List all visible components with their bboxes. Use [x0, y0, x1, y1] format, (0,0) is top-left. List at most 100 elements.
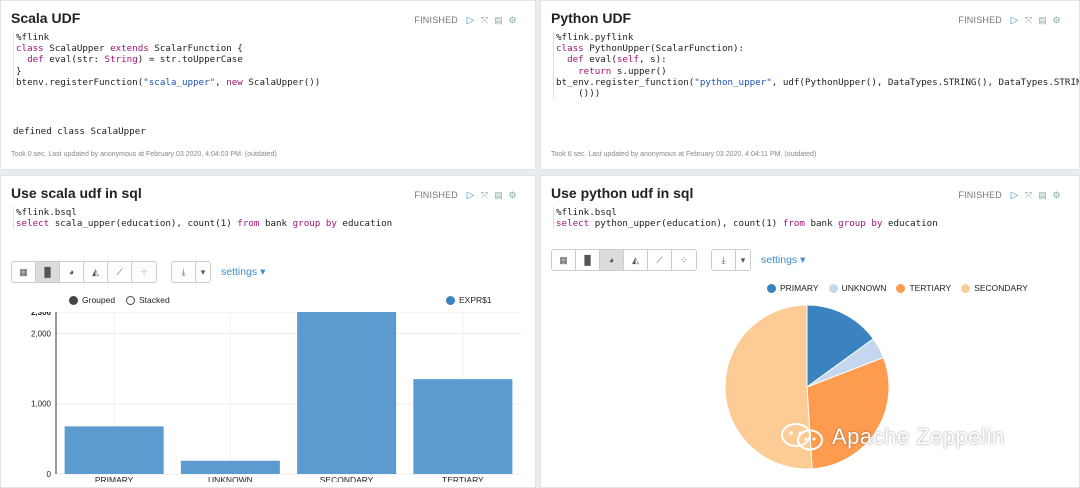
pie-legend-item[interactable]: UNKNOWN	[828, 283, 887, 293]
code-editor[interactable]: %flink.bsql select scala_upper(education)…	[13, 207, 523, 230]
legend-label: SECONDARY	[974, 283, 1028, 293]
pie-legend-item[interactable]: TERTIARY	[896, 283, 951, 293]
pie-chart-icon: ◕	[68, 267, 75, 277]
code-line: def eval(self, s):	[567, 54, 667, 66]
expand-icon[interactable]: ⤧	[480, 189, 489, 200]
bar-tertiary[interactable]	[413, 379, 513, 474]
download-group: ⤓ ▾	[171, 261, 211, 283]
legend-swatch	[828, 283, 838, 293]
table-view-button[interactable]: ▦	[552, 250, 576, 270]
download-dropdown[interactable]: ▾	[196, 262, 210, 282]
code-editor[interactable]: %flink class ScalaUpper extends ScalarFun…	[13, 32, 523, 89]
bar-secondary[interactable]	[297, 312, 397, 474]
run-icon[interactable]: ▷	[466, 189, 475, 201]
line-chart-button[interactable]: ⟋	[648, 250, 672, 270]
bar-chart-button[interactable]: ▐▌	[576, 250, 600, 270]
paragraph-controls: FINISHED ▷ ⤧ ▤ ⚙	[414, 15, 517, 25]
status-label: FINISHED	[958, 190, 1002, 200]
run-icon[interactable]: ▷	[1010, 189, 1019, 201]
code-line: class PythonUpper(ScalarFunction):	[556, 43, 745, 55]
pie-chart-button[interactable]: ◕	[600, 250, 624, 270]
bar-unknown[interactable]	[180, 460, 280, 474]
download-icon: ⤓	[181, 266, 186, 277]
table-icon: ▦	[19, 266, 28, 277]
y-tick-label: 0	[47, 470, 52, 479]
series-legend-label: EXPR$1	[459, 295, 492, 305]
book-icon[interactable]: ▤	[1038, 14, 1047, 25]
caret-down-icon: ▾	[200, 266, 206, 277]
run-icon[interactable]: ▷	[1010, 14, 1019, 26]
watermark-text: Apache Zeppelin	[832, 424, 1005, 449]
pie-legend: PRIMARY UNKNOWN TERTIARY SECONDARY	[767, 283, 1028, 293]
book-icon[interactable]: ▤	[494, 14, 503, 25]
code-line: select python_upper(education), count(1)…	[556, 218, 938, 230]
book-icon[interactable]: ▤	[494, 189, 503, 200]
download-group: ⤓ ▾	[711, 249, 751, 271]
bar-primary[interactable]	[64, 426, 164, 474]
area-chart-button[interactable]: ◭	[84, 262, 108, 282]
legend-label: PRIMARY	[780, 283, 819, 293]
y-tick-label: 2,306	[31, 312, 52, 317]
legend-label: UNKNOWN	[841, 283, 887, 293]
download-button[interactable]: ⤓	[712, 250, 736, 270]
visualization-toolbar: ▦ ▐▌ ◕ ◭ ⟋ ⁘ ⤓ ▾ settings ▾	[11, 261, 265, 283]
paragraph-controls: FINISHED ▷ ⤧ ▤ ⚙	[958, 15, 1061, 25]
pie-legend-item[interactable]: SECONDARY	[961, 283, 1028, 293]
code-line: bt_env.register_function("python_upper",…	[556, 76, 1080, 88]
radio-checked-icon	[69, 295, 78, 305]
paragraph-output: defined class ScalaUpper	[13, 126, 146, 137]
settings-link[interactable]: settings ▾	[221, 266, 266, 278]
paragraph-python-udf: Python UDF FINISHED ▷ ⤧ ▤ ⚙ %flink.pyfli…	[540, 0, 1080, 170]
wechat-logo-icon	[781, 423, 823, 451]
legend-swatch	[446, 295, 455, 305]
pie-slice-primary[interactable]	[806, 304, 875, 388]
paragraph-title: Use scala udf in sql	[11, 185, 142, 201]
line-chart-icon: ⟋	[116, 266, 123, 277]
bar-chart-icon: ▐▌	[41, 267, 54, 277]
gear-icon[interactable]: ⚙	[508, 14, 517, 25]
code-editor[interactable]: %flink.bsql select python_upper(education…	[553, 207, 1067, 230]
stacked-radio[interactable]: Stacked	[126, 295, 170, 305]
line-chart-button[interactable]: ⟋	[108, 262, 132, 282]
legend-swatch	[961, 283, 971, 293]
grouped-radio[interactable]: Grouped	[69, 295, 115, 305]
pie-slice-secondary[interactable]	[724, 304, 813, 470]
code-line: ()))	[556, 88, 601, 100]
x-tick-label: UNKNOWN	[208, 475, 253, 482]
scatter-chart-button[interactable]: ⁘	[132, 262, 156, 282]
settings-link[interactable]: settings ▾	[761, 254, 806, 266]
expand-icon[interactable]: ⤧	[480, 14, 489, 25]
code-line: %flink.bsql	[556, 207, 617, 218]
run-icon[interactable]: ▷	[466, 14, 475, 26]
bar-chart-button[interactable]: ▐▌	[36, 262, 60, 282]
series-legend[interactable]: EXPR$1	[446, 295, 492, 305]
paragraph-controls: FINISHED ▷ ⤧ ▤ ⚙	[414, 190, 517, 200]
pie-chart-icon: ◕	[608, 255, 615, 265]
caret-down-icon: ▾	[740, 254, 746, 265]
x-tick-label: TERTIARY	[442, 475, 484, 482]
bar-chart-icon: ▐▌	[581, 255, 594, 265]
gear-icon[interactable]: ⚙	[1052, 189, 1061, 200]
paragraph-title: Python UDF	[551, 10, 632, 26]
scatter-chart-icon: ⁘	[680, 254, 688, 265]
pie-chart-button[interactable]: ◕	[60, 262, 84, 282]
scatter-chart-button[interactable]: ⁘	[672, 250, 696, 270]
expand-icon[interactable]: ⤧	[1024, 14, 1033, 25]
download-dropdown[interactable]: ▾	[736, 250, 750, 270]
area-chart-button[interactable]: ◭	[624, 250, 648, 270]
paragraph-title: Use python udf in sql	[551, 185, 694, 201]
pie-slice-tertiary[interactable]	[806, 356, 890, 470]
code-line: return s.upper()	[578, 65, 667, 77]
expand-icon[interactable]: ⤧	[1024, 189, 1033, 200]
legend-swatch	[896, 283, 906, 293]
line-chart-icon: ⟋	[656, 254, 663, 265]
download-icon: ⤓	[721, 254, 726, 265]
code-editor[interactable]: %flink.pyflink class PythonUpper(ScalarFu…	[553, 32, 1080, 100]
pie-legend-item[interactable]: PRIMARY	[767, 283, 819, 293]
gear-icon[interactable]: ⚙	[508, 189, 517, 200]
download-button[interactable]: ⤓	[172, 262, 196, 282]
paragraph-scala-udf: Scala UDF FINISHED ▷ ⤧ ▤ ⚙ %flink class S…	[0, 0, 536, 170]
table-view-button[interactable]: ▦	[12, 262, 36, 282]
book-icon[interactable]: ▤	[1038, 189, 1047, 200]
gear-icon[interactable]: ⚙	[1052, 14, 1061, 25]
